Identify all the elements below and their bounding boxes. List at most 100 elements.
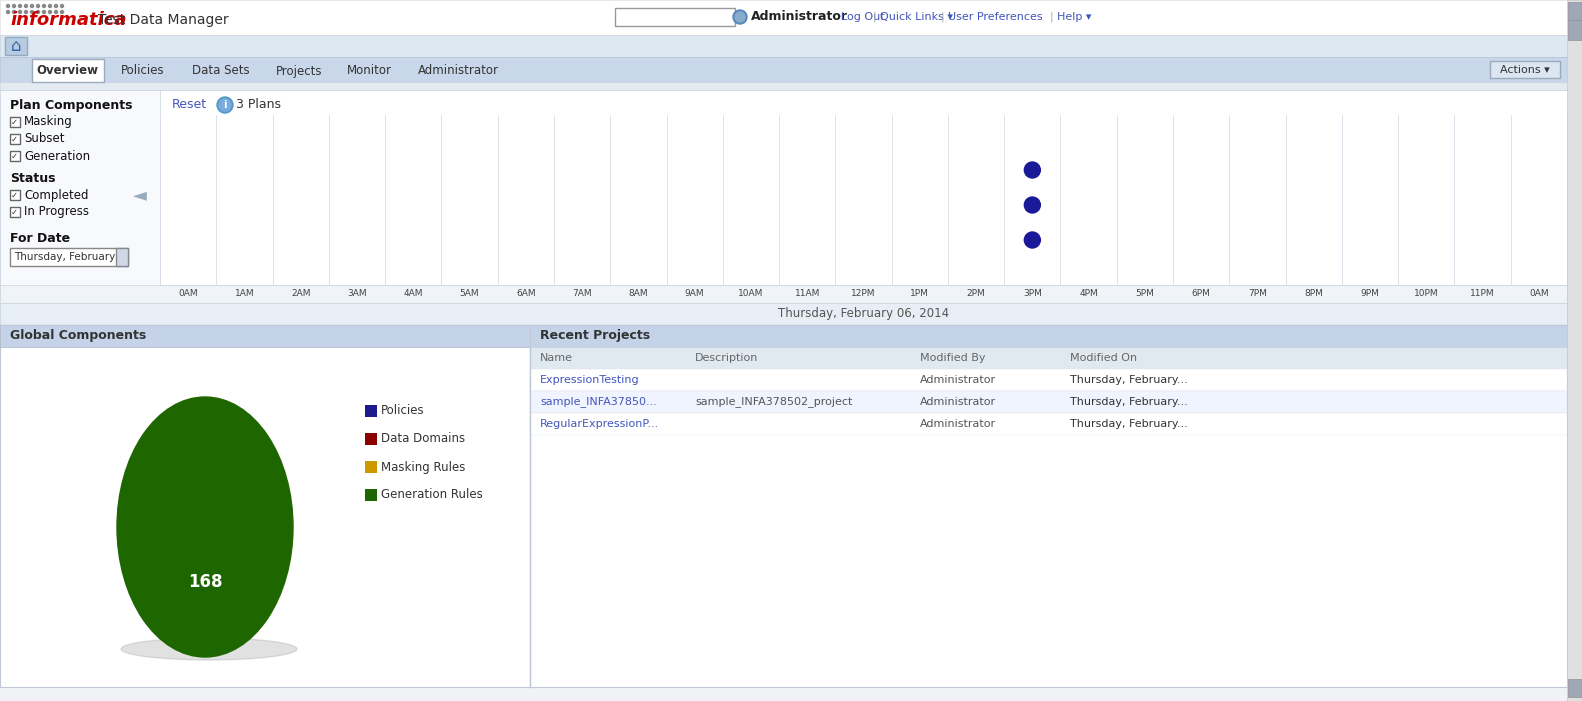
Circle shape: [54, 4, 57, 8]
Text: sample_INFA37850...: sample_INFA37850...: [539, 397, 657, 407]
FancyBboxPatch shape: [9, 117, 21, 127]
Text: For Date: For Date: [9, 231, 70, 245]
FancyBboxPatch shape: [9, 248, 128, 266]
Text: Masking Rules: Masking Rules: [381, 461, 465, 473]
Text: Plan Components: Plan Components: [9, 99, 133, 111]
FancyBboxPatch shape: [1568, 2, 1580, 20]
Circle shape: [6, 4, 9, 8]
Text: 9AM: 9AM: [685, 290, 704, 299]
FancyBboxPatch shape: [0, 285, 1568, 303]
Text: 4AM: 4AM: [403, 290, 422, 299]
FancyBboxPatch shape: [405, 59, 513, 82]
FancyBboxPatch shape: [1568, 679, 1580, 697]
Text: Administrator: Administrator: [921, 397, 997, 407]
Ellipse shape: [117, 397, 293, 657]
Text: Completed: Completed: [24, 189, 89, 201]
Text: 9PM: 9PM: [1361, 290, 1380, 299]
FancyBboxPatch shape: [0, 57, 1582, 82]
FancyBboxPatch shape: [365, 433, 377, 445]
Text: 5AM: 5AM: [460, 290, 479, 299]
FancyBboxPatch shape: [1490, 61, 1560, 78]
Text: 8AM: 8AM: [628, 290, 649, 299]
FancyBboxPatch shape: [365, 405, 377, 417]
FancyBboxPatch shape: [106, 59, 179, 82]
Text: 12PM: 12PM: [851, 290, 876, 299]
Text: ✓: ✓: [11, 207, 17, 217]
Circle shape: [1024, 197, 1041, 213]
Circle shape: [13, 4, 16, 8]
FancyBboxPatch shape: [9, 190, 21, 200]
Circle shape: [1024, 162, 1041, 178]
Circle shape: [19, 11, 22, 13]
Text: 7PM: 7PM: [1248, 290, 1267, 299]
Text: Test Data Manager: Test Data Manager: [98, 13, 229, 27]
FancyBboxPatch shape: [530, 347, 1568, 369]
FancyBboxPatch shape: [115, 248, 128, 266]
Text: ◄: ◄: [133, 186, 147, 204]
Text: Administrator: Administrator: [921, 419, 997, 429]
Text: Generation: Generation: [24, 149, 90, 163]
Text: Subset: Subset: [24, 132, 65, 146]
Text: Modified On: Modified On: [1069, 353, 1137, 363]
FancyBboxPatch shape: [0, 82, 1582, 90]
Circle shape: [24, 11, 27, 13]
Circle shape: [732, 10, 747, 24]
Text: Projects: Projects: [275, 64, 323, 78]
Text: Administrator: Administrator: [418, 64, 500, 78]
Circle shape: [736, 12, 745, 22]
Text: Name: Name: [539, 353, 573, 363]
Text: Description: Description: [694, 353, 758, 363]
FancyBboxPatch shape: [0, 0, 1582, 35]
Text: Log Out: Log Out: [842, 12, 884, 22]
FancyBboxPatch shape: [5, 37, 27, 55]
Text: 168: 168: [188, 573, 221, 591]
Circle shape: [49, 4, 52, 8]
Text: ✓: ✓: [11, 135, 17, 144]
Text: Thursday, February 06, 2014: Thursday, February 06, 2014: [778, 308, 949, 320]
Circle shape: [217, 97, 233, 113]
Text: Overview: Overview: [36, 64, 98, 78]
Text: ✓: ✓: [11, 191, 17, 200]
FancyBboxPatch shape: [9, 134, 21, 144]
FancyBboxPatch shape: [9, 207, 21, 217]
FancyBboxPatch shape: [1568, 0, 1582, 701]
Text: 3PM: 3PM: [1024, 290, 1043, 299]
FancyBboxPatch shape: [0, 325, 530, 347]
Text: Reset: Reset: [172, 99, 207, 111]
Text: User Preferences: User Preferences: [948, 12, 1043, 22]
Text: Administrator: Administrator: [751, 11, 848, 24]
Text: ✓: ✓: [11, 151, 17, 161]
FancyBboxPatch shape: [365, 461, 377, 473]
Text: Quick Links ▾: Quick Links ▾: [880, 12, 952, 22]
Text: 11PM: 11PM: [1470, 290, 1495, 299]
Text: Thursday, February...: Thursday, February...: [1069, 375, 1188, 385]
Text: Policies: Policies: [381, 404, 424, 418]
Circle shape: [36, 11, 40, 13]
Text: 4PM: 4PM: [1079, 290, 1098, 299]
Text: 3AM: 3AM: [346, 290, 367, 299]
Text: Data Sets: Data Sets: [191, 64, 250, 78]
Text: Masking: Masking: [24, 116, 73, 128]
Text: Help ▾: Help ▾: [1057, 12, 1092, 22]
Text: Administrator: Administrator: [921, 375, 997, 385]
FancyBboxPatch shape: [182, 59, 259, 82]
FancyBboxPatch shape: [263, 59, 335, 82]
Text: ExpressionTesting: ExpressionTesting: [539, 375, 639, 385]
Text: informatica: informatica: [9, 11, 127, 29]
FancyBboxPatch shape: [0, 303, 1568, 325]
Text: 2AM: 2AM: [291, 290, 310, 299]
Text: 6AM: 6AM: [516, 290, 536, 299]
Text: |: |: [941, 12, 944, 22]
Text: RegularExpressionP...: RegularExpressionP...: [539, 419, 660, 429]
Text: 1AM: 1AM: [234, 290, 255, 299]
FancyBboxPatch shape: [530, 369, 1568, 391]
Text: Thursday, February...: Thursday, February...: [1069, 419, 1188, 429]
Circle shape: [24, 4, 27, 8]
Text: 0AM: 0AM: [1530, 290, 1549, 299]
Text: Modified By: Modified By: [921, 353, 986, 363]
FancyBboxPatch shape: [9, 151, 21, 161]
FancyBboxPatch shape: [337, 59, 402, 82]
Text: Data Domains: Data Domains: [381, 433, 465, 446]
FancyBboxPatch shape: [615, 8, 736, 26]
Text: |: |: [1050, 12, 1054, 22]
